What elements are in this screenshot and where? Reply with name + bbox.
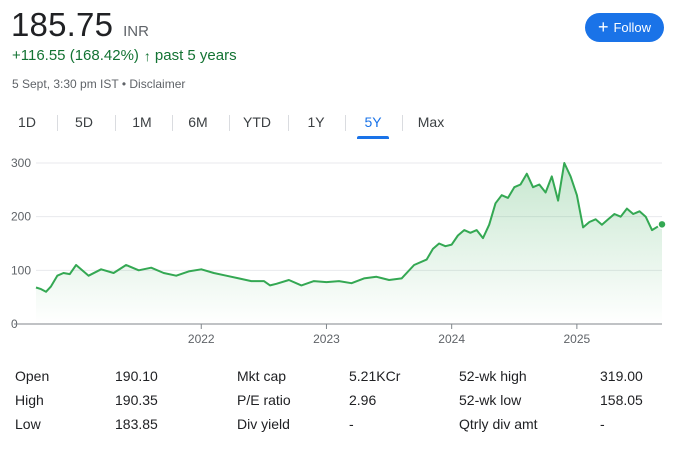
x-tick-label: 2024 [438,332,465,346]
price-area-fill [36,163,662,324]
current-price-point [657,219,667,230]
currency-label: INR [123,23,149,40]
stat-value-52wk-high: 319.00 [600,368,643,384]
stat-value-qtrly-div: - [600,416,605,432]
x-tick-label: 2022 [188,332,215,346]
stat-label-high: High [15,392,44,408]
stat-value-pe-ratio: 2.96 [349,392,377,408]
stat-value-low: 183.85 [115,416,158,432]
x-axis-ticks: 2022 2023 2024 2025 [188,324,591,346]
tab-divider [172,115,173,131]
price-change: +116.55 (168.42%) ↑ past 5 years [12,47,237,64]
tab-divider [345,115,346,131]
stat-label-qtrly-div: Qtrly div amt [459,416,538,432]
stat-row: High 190.35 P/E ratio 2.96 52-wk low 158… [0,392,679,416]
plus-icon: + [597,16,609,37]
stat-value-52wk-low: 158.05 [600,392,643,408]
tab-max[interactable]: Max [417,114,445,130]
stat-label-low: Low [15,416,41,432]
tab-5y[interactable]: 5Y [351,106,395,139]
stat-label-mkt-cap: Mkt cap [237,368,287,384]
change-period: past 5 years [154,47,237,64]
range-tabs: 1D 5D 1M 6M YTD 1Y 5Y Max [0,106,679,140]
tab-1y[interactable]: 1Y [307,114,325,130]
y-tick-label: 100 [11,263,31,277]
tab-ytd[interactable]: YTD [243,114,271,130]
stat-label-52wk-high: 52-wk high [459,368,527,384]
follow-label: Follow [613,20,652,35]
stat-value-div-yield: - [349,416,354,432]
price-row: 185.75 INR [11,6,149,44]
follow-button[interactable]: + Follow [585,13,664,42]
tab-1d[interactable]: 1D [18,114,36,130]
price-line [35,162,663,293]
tab-divider [402,115,403,131]
stat-row: Low 183.85 Div yield - Qtrly div amt - [0,416,679,440]
stat-label-open: Open [15,368,50,384]
arrow-up-icon: ↑ [143,47,151,64]
current-price: 185.75 [11,6,114,43]
y-tick-label: 200 [11,210,31,224]
tab-divider [115,115,116,131]
change-value: +116.55 (168.42%) [12,47,139,64]
stat-label-div-yield: Div yield [237,416,290,432]
y-tick-label: 300 [11,156,31,170]
tab-divider [229,115,230,131]
stat-label-52wk-low: 52-wk low [459,392,522,408]
stat-value-high: 190.35 [115,392,158,408]
stat-value-open: 190.10 [115,368,158,384]
x-tick-label: 2023 [313,332,340,346]
tab-divider [57,115,58,131]
x-tick-label: 2025 [564,332,591,346]
stat-value-mkt-cap: 5.21KCr [349,368,401,384]
timestamp-disclaimer[interactable]: 5 Sept, 3:30 pm IST • Disclaimer [12,77,186,91]
stat-row: Open 190.10 Mkt cap 5.21KCr 52-wk high 3… [0,368,679,392]
stat-label-pe-ratio: P/E ratio [237,392,291,408]
tab-divider [288,115,289,131]
tab-1m[interactable]: 1M [132,114,152,130]
tab-5d[interactable]: 5D [75,114,93,130]
tab-6m[interactable]: 6M [188,114,208,130]
